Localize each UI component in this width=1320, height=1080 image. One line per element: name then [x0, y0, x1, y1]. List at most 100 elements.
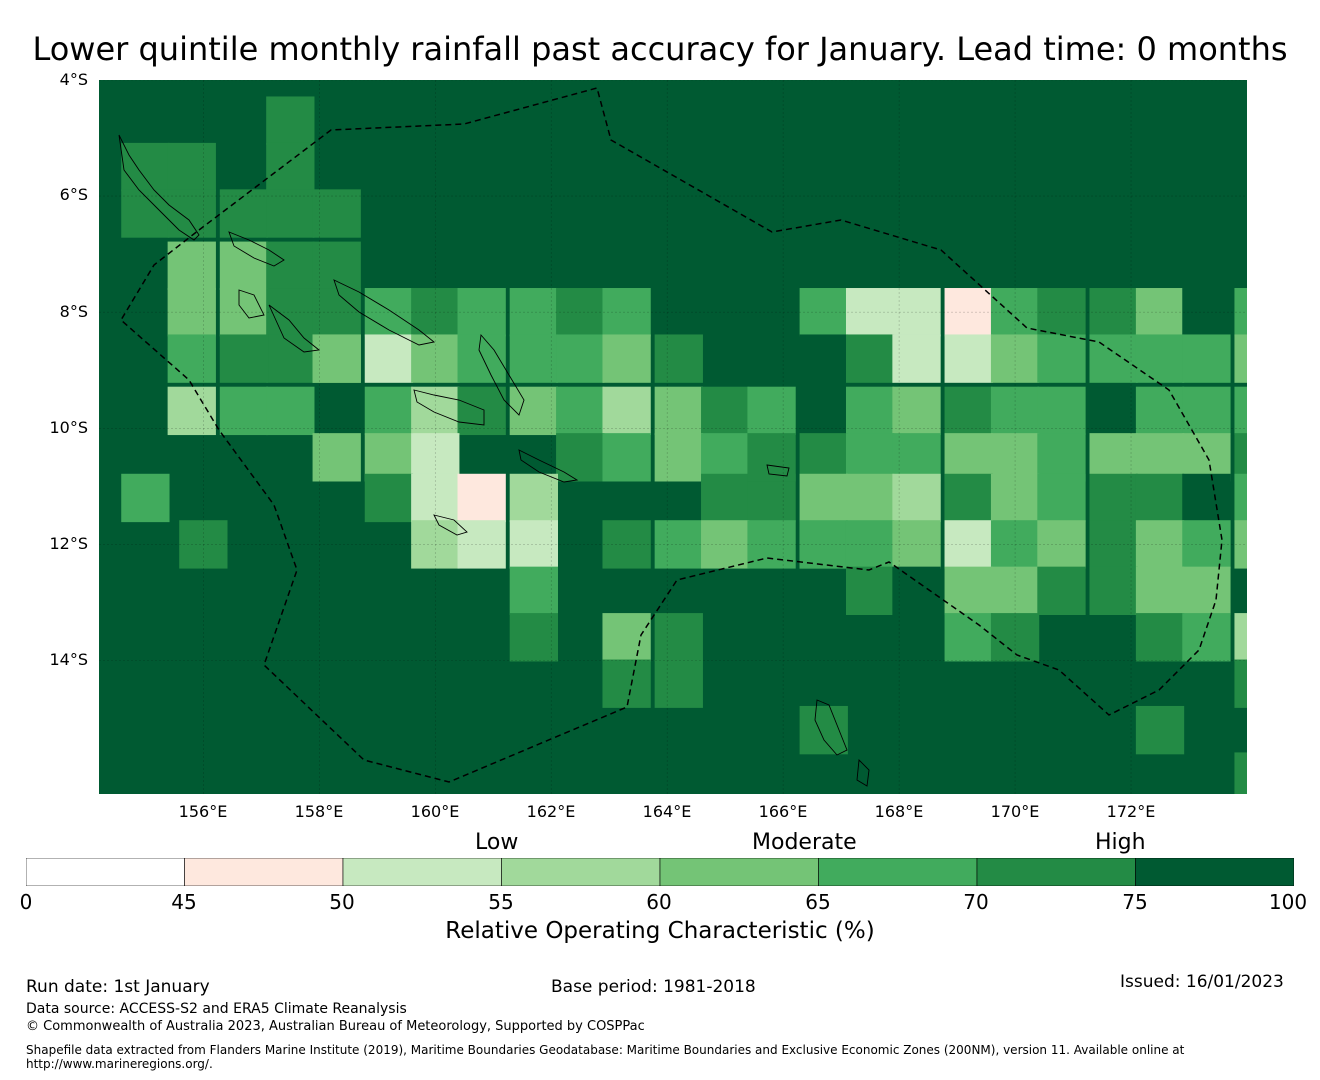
coast-new-georgia: [238, 289, 265, 319]
grid-cell: [219, 189, 269, 238]
data-source: Data source: ACCESS-S2 and ERA5 Climate …: [26, 1001, 407, 1017]
lon-label-158e: 158°E: [294, 802, 344, 821]
grid-cell: [266, 334, 315, 383]
coast-guadalcanal: [413, 389, 485, 426]
grid-cell: [892, 334, 941, 383]
coast-bougainville: [118, 134, 200, 241]
colorbar-tick-50: 50: [329, 890, 355, 914]
grid-cell: [312, 433, 361, 482]
grid-cell: [1234, 386, 1247, 436]
grid-cell: [411, 520, 460, 569]
grid-cell: [654, 520, 703, 569]
grid-cell: [602, 520, 651, 569]
grid-cell: [799, 334, 848, 383]
grid-cell: [799, 520, 848, 569]
grid-cell: [1089, 473, 1138, 523]
grid-cell: [1089, 520, 1138, 569]
lon-label-166e: 166°E: [758, 802, 808, 821]
grid-cell: [266, 288, 315, 337]
grid-cell: [219, 334, 269, 383]
grid-cell: [312, 241, 361, 290]
grid-cell: [266, 142, 315, 192]
coast-rennell: [433, 514, 468, 536]
grid-cell: [219, 288, 269, 337]
lon-label-170e: 170°E: [990, 802, 1040, 821]
grid-cell: [1234, 473, 1247, 523]
grid-cell: [411, 288, 460, 337]
grid-cell: [509, 520, 558, 569]
grid-cell: [845, 334, 895, 383]
grid-cell: [364, 288, 414, 337]
rainfall-accuracy-map: [99, 80, 1247, 794]
grid-cell: [457, 473, 506, 523]
grid-cell: [701, 473, 750, 523]
grid-cell: [1037, 520, 1086, 569]
grid-cell: [312, 189, 361, 238]
grid-cell: [1089, 334, 1138, 383]
grid-cell: [556, 433, 605, 482]
grid-cell: [1037, 473, 1086, 523]
grid-cell: [1037, 334, 1086, 383]
colorbar-tick-75: 75: [1122, 890, 1148, 914]
grid-cell: [990, 334, 1040, 383]
coast-malakula: [856, 759, 870, 787]
grid-cell: [602, 288, 651, 337]
grid-cell: [602, 334, 651, 383]
grid-cell: [1089, 433, 1138, 482]
grid-cell: [364, 386, 414, 436]
grid-cell: [990, 386, 1040, 436]
grid-cell: [654, 433, 703, 482]
grid-cell: [1135, 386, 1185, 436]
grid-cell: [892, 520, 941, 569]
grid-cell: [312, 334, 361, 383]
grid-cell: [1089, 386, 1138, 436]
grid-cell: [1135, 288, 1185, 337]
colorbar-tick-55: 55: [488, 890, 514, 914]
grid-cell: [457, 386, 506, 436]
grid-cell: [219, 386, 269, 436]
grid-cell: [701, 520, 750, 569]
lon-label-162e: 162°E: [526, 802, 576, 821]
coast-santa-cruz: [766, 464, 790, 477]
lat-label-14s: 14°S: [49, 650, 88, 669]
colorbar: [26, 858, 1294, 886]
grid-cell: [654, 613, 703, 662]
grid-cell: [1135, 705, 1185, 755]
grid-cell: [1182, 433, 1231, 482]
colorbar-tick-70: 70: [963, 890, 989, 914]
grid-cell: [1234, 520, 1247, 569]
grid-cell: [411, 473, 460, 523]
grid-cell: [892, 433, 941, 482]
colorbar-tick-65: 65: [805, 890, 831, 914]
grid-cell: [602, 659, 651, 708]
grid-cell: [1234, 433, 1247, 482]
lon-label-172e: 172°E: [1106, 802, 1156, 821]
coastlines: [118, 134, 870, 787]
colorbar-tick-60: 60: [646, 890, 672, 914]
grid-cells: [121, 96, 1247, 794]
eez-solomon-islands: [120, 87, 1223, 783]
grid-cell: [411, 433, 460, 482]
grid-cell: [602, 386, 651, 436]
grid-cell: [799, 705, 848, 755]
shapefile-credit: Shapefile data extracted from Flanders M…: [26, 1043, 1185, 1057]
grid-cell: [1182, 566, 1231, 616]
colorbar-segment: [184, 858, 344, 886]
grid-cell: [167, 288, 216, 337]
grid-cell: [1037, 433, 1086, 482]
grid-cell: [892, 566, 941, 616]
colorbar-segment: [26, 858, 185, 886]
lat-label-4s: 4°S: [59, 70, 88, 89]
grid-cell: [1089, 566, 1138, 616]
grid-cell: [167, 241, 216, 290]
lat-label-8s: 8°S: [59, 302, 88, 321]
shapefile-url[interactable]: http://www.marineregions.org/.: [26, 1057, 213, 1071]
grid-cell: [799, 473, 848, 523]
grid-cell: [121, 473, 170, 523]
grid-cell: [457, 334, 506, 383]
colorbar-label: Relative Operating Characteristic (%): [445, 918, 875, 944]
grid-cell: [1182, 613, 1231, 662]
grid-cell: [1234, 752, 1247, 794]
grid-cell: [845, 433, 895, 482]
colorbar-tick-0: 0: [19, 890, 33, 914]
